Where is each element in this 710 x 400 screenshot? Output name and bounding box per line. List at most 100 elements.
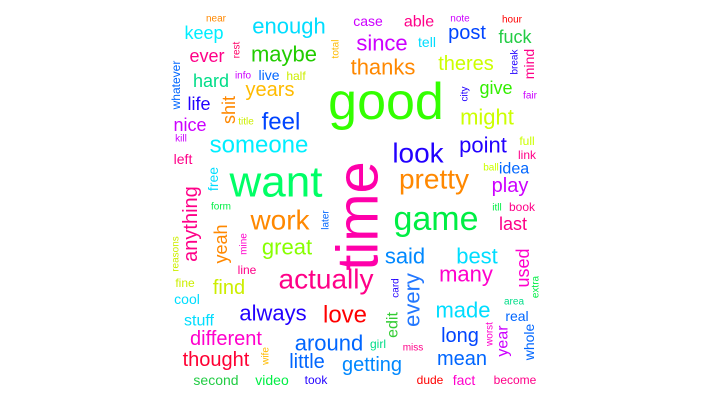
word-whatever: whatever xyxy=(169,61,183,111)
word-anything: anything xyxy=(180,186,202,262)
word-idea: idea xyxy=(499,161,529,178)
word-info: info xyxy=(235,71,252,82)
word-case: case xyxy=(353,13,383,29)
word-years: years xyxy=(246,79,295,101)
word-second: second xyxy=(193,372,238,388)
word-great: great xyxy=(262,235,312,260)
word-area: area xyxy=(504,297,524,308)
word-kill: kill xyxy=(175,134,187,145)
word-title: title xyxy=(238,117,254,128)
word-game: game xyxy=(393,200,478,238)
word-fine: fine xyxy=(175,276,195,290)
word-become: become xyxy=(494,373,537,387)
word-theres: theres xyxy=(438,53,494,75)
word-yeah: yeah xyxy=(211,224,231,263)
word-card: card xyxy=(391,278,402,297)
word-used: used xyxy=(513,248,533,287)
word-edit: edit xyxy=(385,312,402,338)
word-later: later xyxy=(321,210,332,230)
word-full: full xyxy=(519,134,534,148)
word-might: might xyxy=(460,105,514,130)
word-thanks: thanks xyxy=(351,55,416,80)
word-actually: actually xyxy=(279,264,374,295)
word-shit: shit xyxy=(219,96,239,124)
word-always: always xyxy=(239,301,306,326)
word-link: link xyxy=(518,148,537,162)
word-last: last xyxy=(499,214,527,234)
word-someone: someone xyxy=(210,132,309,159)
word-year: year xyxy=(495,325,512,357)
word-every: every xyxy=(400,273,425,327)
word-little: little xyxy=(289,351,325,373)
word-line: line xyxy=(238,263,257,277)
word-made: made xyxy=(435,298,490,323)
word-fact: fact xyxy=(453,372,476,388)
word-live: live xyxy=(258,67,279,83)
word-mean: mean xyxy=(437,348,487,370)
word-break: break xyxy=(510,48,521,74)
word-fuck: fuck xyxy=(498,27,532,47)
word-free: free xyxy=(205,167,221,191)
word-wife: wife xyxy=(261,347,272,366)
word-miss: miss xyxy=(403,343,424,354)
word-real: real xyxy=(505,308,528,324)
word-half: half xyxy=(286,69,306,83)
word-nice: nice xyxy=(173,115,206,135)
word-keep: keep xyxy=(184,23,223,43)
word-maybe: maybe xyxy=(251,42,317,67)
word-city: city xyxy=(460,87,471,102)
word-good: good xyxy=(328,73,444,131)
word-worst: worst xyxy=(485,322,496,347)
word-hard: hard xyxy=(193,71,229,91)
word-ball: ball xyxy=(483,163,499,174)
word-cool: cool xyxy=(174,291,200,307)
word-pretty: pretty xyxy=(399,164,469,195)
word-able: able xyxy=(404,14,434,31)
word-dude: dude xyxy=(417,373,444,387)
word-said: said xyxy=(385,244,425,269)
word-near: near xyxy=(206,14,227,25)
word-look: look xyxy=(392,138,444,169)
word-different: different xyxy=(190,328,262,350)
word-give: give xyxy=(479,78,512,98)
word-ever: ever xyxy=(189,46,224,66)
word-since: since xyxy=(356,31,407,56)
word-video: video xyxy=(255,372,289,388)
word-around: around xyxy=(295,331,364,356)
word-enough: enough xyxy=(252,14,325,39)
word-stuff: stuff xyxy=(184,313,215,330)
word-love: love xyxy=(323,302,367,329)
word-best: best xyxy=(456,244,498,269)
word-rest: rest xyxy=(232,41,243,58)
word-play: play xyxy=(492,175,529,197)
word-point: point xyxy=(459,133,507,158)
word-girl: girl xyxy=(370,337,386,351)
word-time: time xyxy=(326,161,391,271)
word-post: post xyxy=(448,22,486,44)
word-thought: thought xyxy=(183,349,250,371)
word-form: form xyxy=(211,202,231,213)
word-note: note xyxy=(450,14,470,25)
word-long: long xyxy=(441,325,479,347)
word-getting: getting xyxy=(342,354,402,376)
word-want: want xyxy=(229,158,323,207)
word-book: book xyxy=(509,200,536,214)
word-work: work xyxy=(249,205,310,236)
word-total: total xyxy=(331,40,342,59)
word-left: left xyxy=(174,151,193,167)
word-hour: hour xyxy=(502,15,523,26)
word-whole: whole xyxy=(521,324,537,362)
word-reasons: reasons xyxy=(171,236,182,272)
word-mind: mind xyxy=(521,49,537,79)
word-find: find xyxy=(213,277,245,299)
word-tell: tell xyxy=(418,34,436,50)
word-itll: itll xyxy=(492,203,501,214)
word-life: life xyxy=(187,94,210,114)
word-fair: fair xyxy=(523,91,538,102)
word-mine: mine xyxy=(239,233,250,255)
word-many: many xyxy=(439,262,493,287)
word-extra: extra xyxy=(531,275,542,298)
word-took: took xyxy=(305,373,329,387)
word-feel: feel xyxy=(262,109,301,136)
